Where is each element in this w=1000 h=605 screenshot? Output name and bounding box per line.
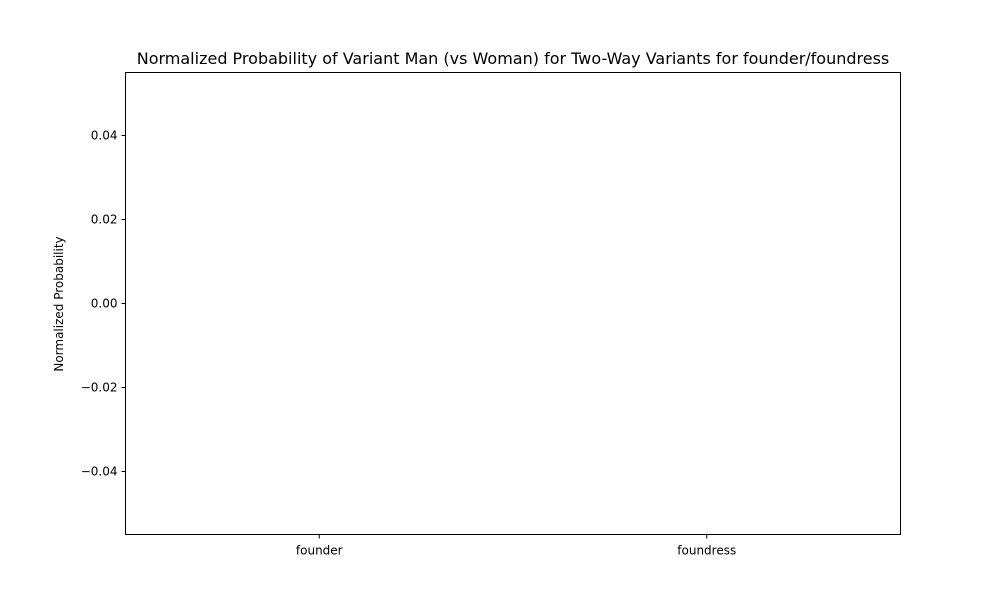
y-tick-label: 0.04	[91, 129, 118, 143]
x-tick-label: founder	[296, 544, 343, 558]
y-axis-label: Normalized Probability	[52, 236, 66, 371]
y-axis-ticks: 0.04 0.02 0.00 −0.02 −0.04	[81, 129, 126, 479]
x-axis-ticks: founder foundress	[296, 534, 736, 558]
chart-title: Normalized Probability of Variant Man (v…	[137, 49, 890, 68]
y-tick-label: −0.02	[81, 381, 118, 395]
y-tick-label: 0.00	[91, 297, 118, 311]
y-tick-label: 0.02	[91, 213, 118, 227]
x-tick-label: foundress	[677, 544, 736, 558]
plot-frame	[125, 72, 901, 535]
y-tick-label: −0.04	[81, 465, 118, 479]
